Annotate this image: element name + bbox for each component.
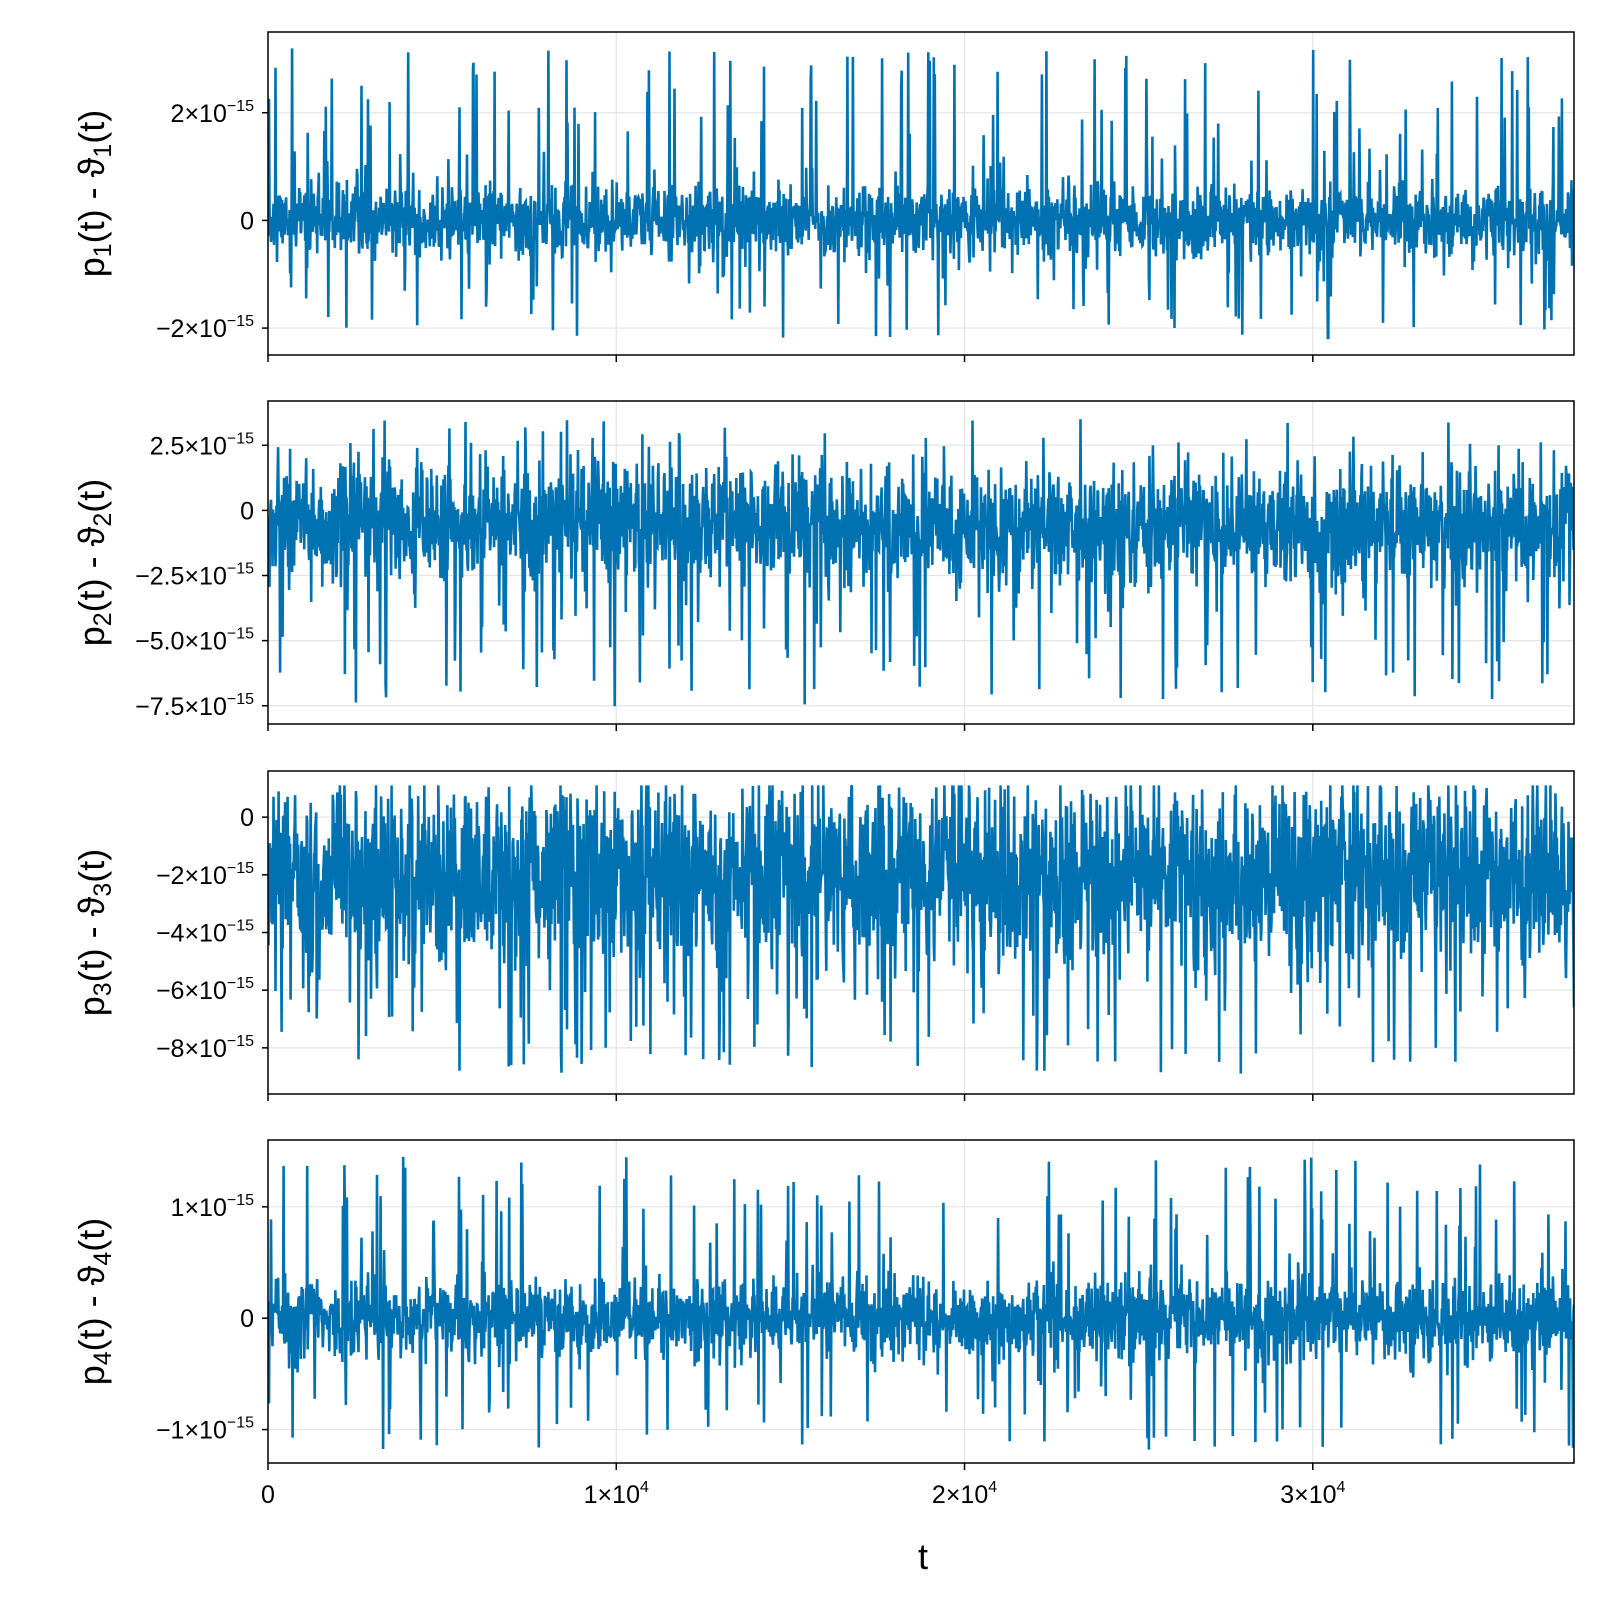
y-axis-title-part: (t) — [71, 479, 112, 513]
tick-label-exponent: −15 — [227, 860, 254, 877]
series-line-panel-3 — [268, 784, 1574, 1074]
tick-label-mantissa: −2×10 — [156, 862, 227, 890]
tick-label-exponent: −15 — [227, 1192, 254, 1209]
tick-label-exponent: −15 — [227, 1033, 254, 1050]
y-axis-title-part: p — [71, 996, 112, 1016]
tick-label-exponent: −15 — [227, 975, 254, 992]
tick-label-mantissa: 1×10 — [171, 1194, 227, 1222]
x-axis-title: t — [918, 1536, 928, 1577]
tick-label: 0 — [240, 1305, 254, 1333]
plot-frame — [267, 400, 1575, 725]
tick-label: 2×104 — [932, 1479, 997, 1509]
tick-label-mantissa: −7.5×10 — [135, 693, 227, 721]
tick-label: −6×10−15 — [156, 975, 254, 1005]
y-axis-title-subscript: 2 — [89, 612, 117, 626]
tick-label-mantissa: −4×10 — [156, 920, 227, 948]
y-axis-title-subscript: 4 — [89, 1252, 117, 1266]
y-axis-title-subscript: 2 — [89, 513, 117, 527]
panel-2: −7.5×10−15−5.0×10−15−2.5×10−1502.5×10−15… — [71, 400, 1575, 731]
tick-label-mantissa: 2×10 — [171, 100, 227, 128]
tick-label-exponent: −15 — [227, 1415, 254, 1432]
tick-label-exponent: −15 — [227, 430, 254, 447]
tick-label-exponent: −15 — [227, 918, 254, 935]
tick-label-mantissa: 2×10 — [932, 1481, 988, 1509]
tick-label: −4×10−15 — [156, 918, 254, 948]
tick-label-exponent: 4 — [640, 1479, 649, 1496]
plot-frame — [267, 1139, 1575, 1464]
tick-label-mantissa: 3×10 — [1280, 1481, 1336, 1509]
tick-label: −2×10−15 — [156, 860, 254, 890]
tick-label: 1×10−15 — [171, 1192, 255, 1222]
y-axis-title-panel-3: p3(t) - ϑ3(t) — [71, 849, 117, 1017]
y-axis-title-subscript: 3 — [89, 982, 117, 996]
tick-label-mantissa: 2.5×10 — [150, 432, 227, 460]
y-axis-title-subscript: 4 — [89, 1351, 117, 1365]
tick-label: −5.0×10−15 — [135, 626, 254, 656]
tick-label: −7.5×10−15 — [135, 691, 254, 721]
y-axis-title-panel-1: p1(t) - ϑ1(t) — [71, 110, 117, 278]
y-axis-title-part: (t) - ϑ — [71, 1265, 112, 1351]
y-axis-title-part: (t) — [71, 849, 112, 883]
tick-label: 2×10−15 — [171, 98, 255, 128]
series-line-panel-1 — [268, 48, 1574, 340]
y-axis-title-panel-4: p4(t) - ϑ4(t) — [71, 1218, 117, 1386]
tick-label-mantissa: 1×10 — [584, 1481, 640, 1509]
tick-label-exponent: −15 — [227, 691, 254, 708]
tick-label-mantissa: −6×10 — [156, 977, 227, 1005]
tick-label: −2.5×10−15 — [135, 561, 254, 591]
series-line-panel-2 — [268, 419, 1574, 707]
y-axis-title-part: (t) — [71, 110, 112, 144]
y-axis-title-part: (t) — [71, 1218, 112, 1252]
y-axis-title-panel-2: p2(t) - ϑ2(t) — [71, 479, 117, 647]
tick-label-exponent: −15 — [227, 98, 254, 115]
tick-label-mantissa: 0 — [240, 207, 254, 235]
y-axis-title-part: p — [71, 257, 112, 277]
tick-label-exponent: −15 — [227, 313, 254, 330]
tick-label: −2×10−15 — [156, 313, 254, 343]
tick-label-mantissa: −8×10 — [156, 1035, 227, 1063]
y-axis-title-part: (t) - ϑ — [71, 526, 112, 612]
y-axis-title-subscript: 1 — [89, 144, 117, 158]
y-axis-title-part: p — [71, 1365, 112, 1385]
y-axis-title-part: (t) - ϑ — [71, 157, 112, 243]
y-axis-title-part: p — [71, 626, 112, 646]
y-axis-title-part: (t) - ϑ — [71, 896, 112, 982]
tick-label-mantissa: 0 — [240, 804, 254, 832]
plot-frame — [267, 31, 1575, 356]
tick-label: 0 — [240, 497, 254, 525]
y-axis-title-subscript: 1 — [89, 243, 117, 257]
tick-label-mantissa: 0 — [240, 497, 254, 525]
tick-label-mantissa: 0 — [261, 1481, 275, 1509]
tick-label: 0 — [240, 207, 254, 235]
tick-label-mantissa: 0 — [240, 1305, 254, 1333]
tick-label: 2.5×10−15 — [150, 430, 254, 460]
tick-label: −8×10−15 — [156, 1033, 254, 1063]
tick-label: 0 — [261, 1481, 275, 1509]
tick-label-exponent: −15 — [227, 626, 254, 643]
series-line-panel-4 — [268, 1156, 1574, 1450]
tick-label-mantissa: −2×10 — [156, 315, 227, 343]
tick-label-exponent: 4 — [1337, 1479, 1346, 1496]
tick-label-mantissa: −2.5×10 — [135, 563, 227, 591]
tick-label-exponent: 4 — [988, 1479, 997, 1496]
tick-label-exponent: −15 — [227, 561, 254, 578]
tick-label-mantissa: −5.0×10 — [135, 628, 227, 656]
tick-label: 0 — [240, 804, 254, 832]
tick-label: −1×10−15 — [156, 1415, 254, 1445]
tick-label: 3×104 — [1280, 1479, 1345, 1509]
tick-label: 1×104 — [584, 1479, 649, 1509]
y-axis-title-subscript: 3 — [89, 883, 117, 897]
tick-label-mantissa: −1×10 — [156, 1417, 227, 1445]
